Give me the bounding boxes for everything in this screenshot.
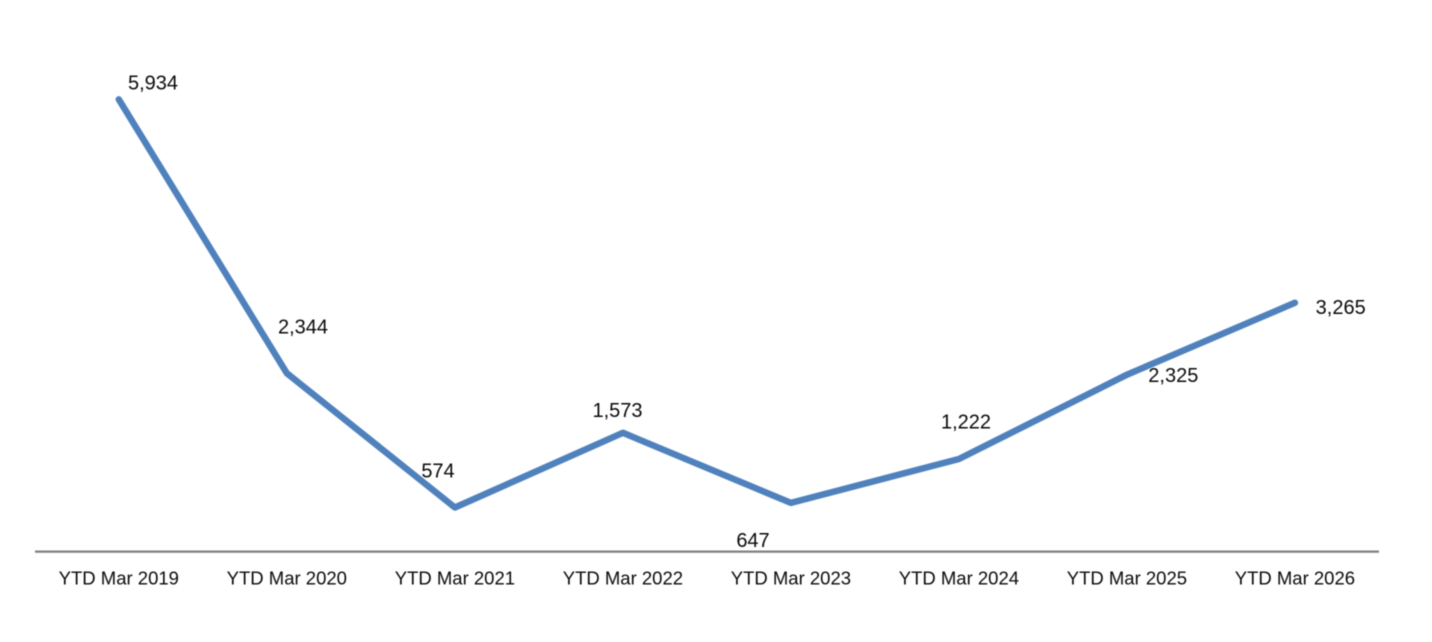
svg-text:YTD Mar 2022: YTD Mar 2022 bbox=[563, 568, 683, 589]
svg-text:1,222: 1,222 bbox=[941, 411, 991, 433]
svg-text:YTD Mar 2019: YTD Mar 2019 bbox=[59, 568, 179, 589]
svg-text:2,344: 2,344 bbox=[278, 317, 328, 339]
svg-text:647: 647 bbox=[736, 530, 769, 552]
svg-text:1,573: 1,573 bbox=[592, 400, 642, 422]
svg-text:YTD Mar 2023: YTD Mar 2023 bbox=[731, 568, 851, 589]
svg-text:YTD Mar 2026: YTD Mar 2026 bbox=[1235, 568, 1355, 589]
svg-text:YTD Mar 2024: YTD Mar 2024 bbox=[899, 568, 1019, 589]
svg-text:2,325: 2,325 bbox=[1148, 365, 1198, 387]
svg-text:3,265: 3,265 bbox=[1316, 297, 1366, 319]
svg-text:5,934: 5,934 bbox=[128, 73, 178, 95]
svg-text:574: 574 bbox=[421, 461, 454, 483]
svg-text:YTD Mar 2020: YTD Mar 2020 bbox=[227, 568, 347, 589]
svg-text:YTD Mar 2025: YTD Mar 2025 bbox=[1067, 568, 1187, 589]
svg-text:YTD Mar 2021: YTD Mar 2021 bbox=[395, 568, 515, 589]
